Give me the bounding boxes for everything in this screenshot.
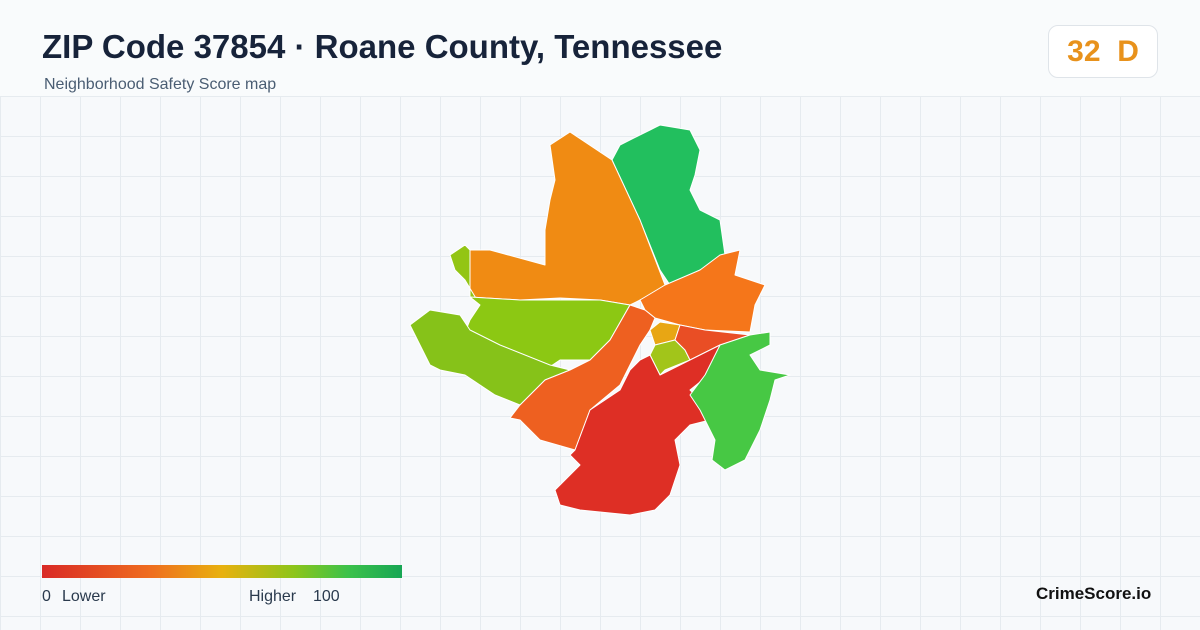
grade: D bbox=[1117, 35, 1139, 68]
legend-gradient bbox=[42, 565, 402, 578]
region bbox=[554, 344, 721, 516]
title: ZIP Code 37854 · Roane County, Tennessee bbox=[42, 28, 723, 65]
brand: CrimeScore.io bbox=[1036, 584, 1152, 603]
legend-min: 0 bbox=[42, 588, 51, 605]
region bbox=[469, 131, 666, 306]
score-badge: 32 D bbox=[1048, 25, 1158, 78]
legend-max-label: Higher bbox=[249, 588, 297, 605]
legend-min-label: Lower bbox=[62, 588, 106, 605]
region bbox=[611, 124, 726, 286]
region bbox=[509, 304, 656, 451]
region bbox=[639, 249, 766, 333]
legend-max: 100 bbox=[313, 588, 340, 605]
score: 32 bbox=[1067, 35, 1101, 68]
subtitle: Neighborhood Safety Score map bbox=[44, 76, 277, 93]
region bbox=[689, 331, 791, 471]
header bbox=[0, 0, 1200, 97]
